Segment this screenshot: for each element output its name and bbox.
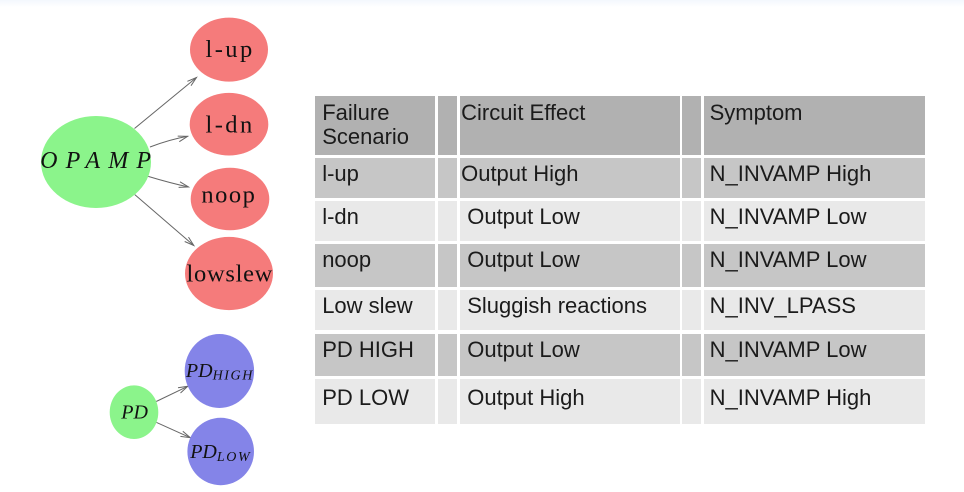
- svg-text:lowslew: lowslew: [187, 261, 274, 288]
- svg-text:l-dn: l-dn: [206, 112, 255, 139]
- svg-text:noop: noop: [201, 181, 256, 208]
- svg-text:PD: PD: [120, 402, 148, 424]
- svg-text:OPAMP: OPAMP: [40, 148, 159, 174]
- svg-text:l-up: l-up: [206, 36, 255, 63]
